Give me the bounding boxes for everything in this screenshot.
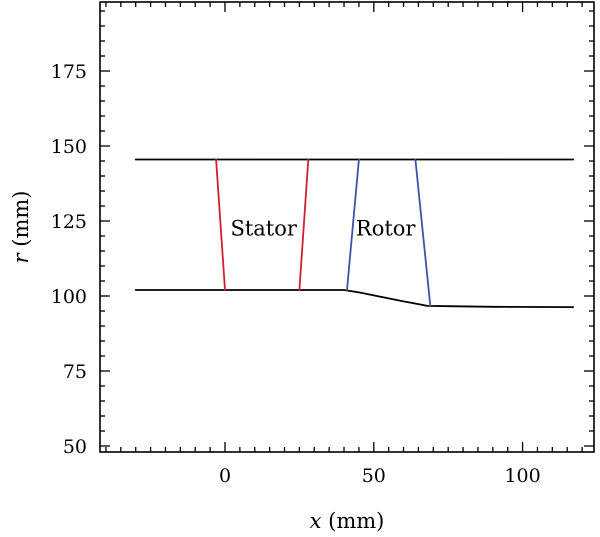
y-axis-label-var: r: [9, 251, 33, 263]
y-tick-label: 150: [51, 136, 87, 158]
y-tick-label: 175: [51, 61, 87, 83]
y-axis-ticks: 50 75 100 125 150 175: [51, 10, 594, 458]
series-line-stator-le: [215, 158, 226, 291]
y-axis-label-unit: (mm): [9, 191, 33, 254]
series-line-hub: [134, 289, 575, 309]
y-tick-label: 50: [63, 436, 87, 458]
plot-frame: [99, 1, 595, 453]
series-line-rotor-te: [414, 158, 432, 307]
annotation-rotor: Rotor: [356, 217, 417, 241]
chart-series: [134, 158, 575, 309]
annotation-stator: Stator: [230, 217, 297, 241]
x-axis-label-var: x: [310, 509, 322, 533]
x-tick-label: 50: [362, 465, 386, 487]
x-axis-ticks: 0 50 100: [105, 2, 583, 487]
series-line-stator-te: [298, 158, 310, 291]
series-line-rotor-le: [346, 158, 360, 291]
x-axis-label-unit: (mm): [321, 509, 384, 533]
y-tick-label: 125: [51, 211, 87, 233]
x-axis-label: x (mm): [310, 509, 385, 533]
x-tick-label: 0: [219, 465, 231, 487]
y-tick-label: 75: [63, 361, 87, 383]
plot-border: [99, 1, 595, 453]
y-tick-label: 100: [51, 286, 87, 308]
chart-annotations: Stator Rotor: [230, 217, 416, 241]
x-tick-label: 100: [504, 465, 540, 487]
y-axis-label: r (mm): [9, 191, 33, 264]
